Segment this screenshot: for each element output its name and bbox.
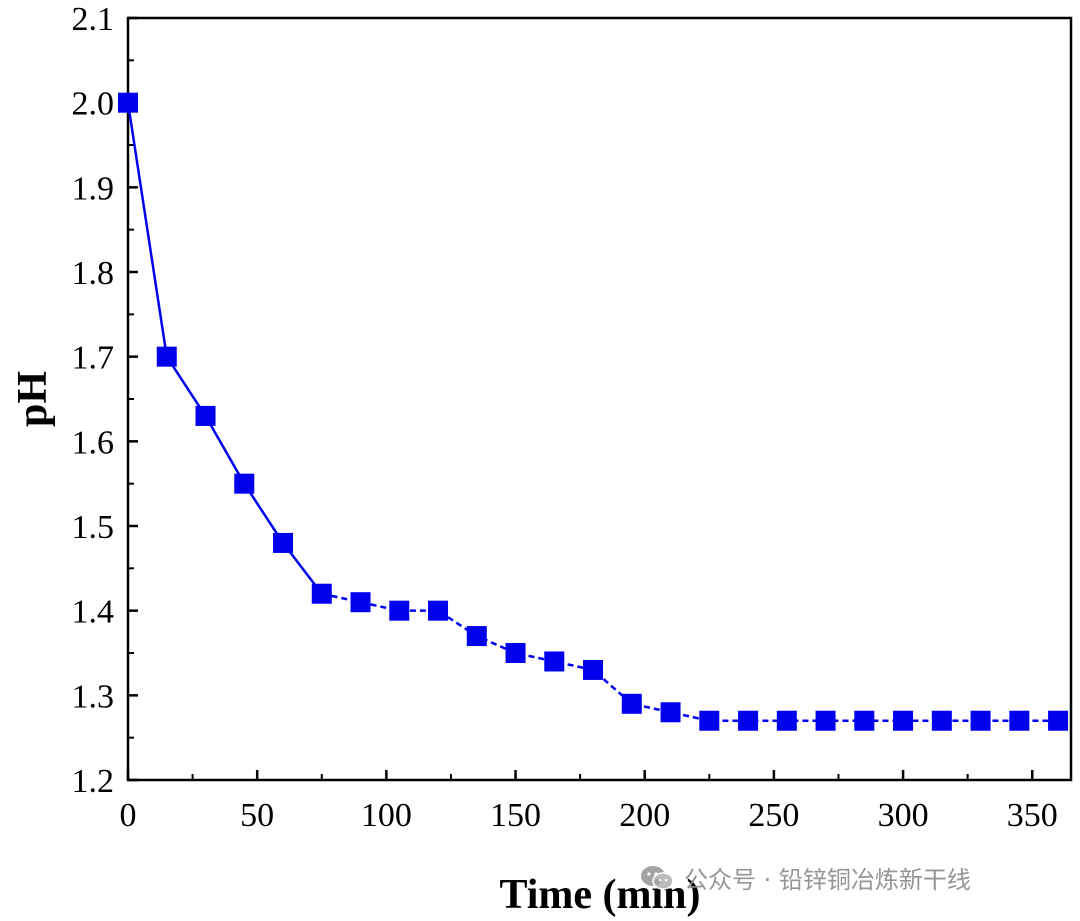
y-tick-label: 1.9: [72, 170, 115, 207]
y-tick-label: 1.7: [72, 340, 115, 377]
data-point-marker: [234, 473, 255, 494]
x-tick-label: 0: [120, 797, 137, 834]
data-point-marker: [583, 659, 604, 680]
data-point-marker: [815, 710, 836, 731]
data-point-marker: [350, 592, 371, 613]
x-tick-label: 50: [240, 797, 274, 834]
data-point-marker: [428, 600, 449, 621]
data-point-marker: [273, 532, 294, 553]
y-tick-label: 1.8: [72, 255, 115, 292]
data-point-marker: [931, 710, 952, 731]
data-point-marker: [738, 710, 759, 731]
y-axis: 1.2 1.3 1.4 1.5 1.6 1.7 1.8 1.9 2.0 2.1: [72, 1, 138, 800]
y-tick-label: 1.5: [72, 509, 115, 546]
y-tick-label: 1.6: [72, 424, 115, 461]
y-tick-label: 2.0: [72, 86, 115, 123]
x-axis: 0 50 100 150 200 250 300 350: [120, 770, 1058, 834]
y-tick-label: 1.4: [72, 594, 115, 631]
data-point-marker: [505, 643, 526, 663]
data-point-marker: [621, 693, 642, 714]
data-point-marker: [970, 710, 991, 731]
data-point-marker: [1048, 710, 1069, 731]
watermark-text: 公众号 · 铅锌铜冶炼新干线: [684, 866, 971, 894]
data-point-marker: [776, 710, 797, 731]
data-point-marker: [195, 405, 216, 426]
wechat-icon: [640, 865, 674, 891]
data-point-marker: [156, 346, 177, 367]
data-point-marker: [893, 710, 914, 731]
y-tick-label: 1.3: [72, 678, 115, 715]
x-tick-label: 100: [361, 797, 412, 834]
data-point-marker: [311, 583, 332, 604]
data-point-marker: [389, 600, 410, 621]
data-point-marker: [660, 702, 681, 723]
x-tick-label: 150: [490, 797, 541, 834]
data-point-marker: [118, 92, 138, 113]
data-point-marker: [544, 651, 565, 672]
y-axis-title: pH: [10, 371, 56, 427]
y-tick-label: 1.2: [72, 763, 115, 800]
data-point-marker: [854, 710, 875, 731]
x-tick-label: 250: [748, 797, 799, 834]
series-ph: [118, 92, 1069, 731]
data-point-marker: [699, 710, 720, 731]
data-point-marker: [466, 626, 487, 647]
x-tick-label: 350: [1007, 797, 1058, 834]
x-tick-label: 300: [878, 797, 929, 834]
data-point-marker: [1009, 710, 1030, 731]
watermark: 公众号 · 铅锌铜冶炼新干线: [640, 860, 971, 895]
x-tick-label: 200: [619, 797, 670, 834]
y-tick-label: 2.1: [72, 1, 115, 38]
